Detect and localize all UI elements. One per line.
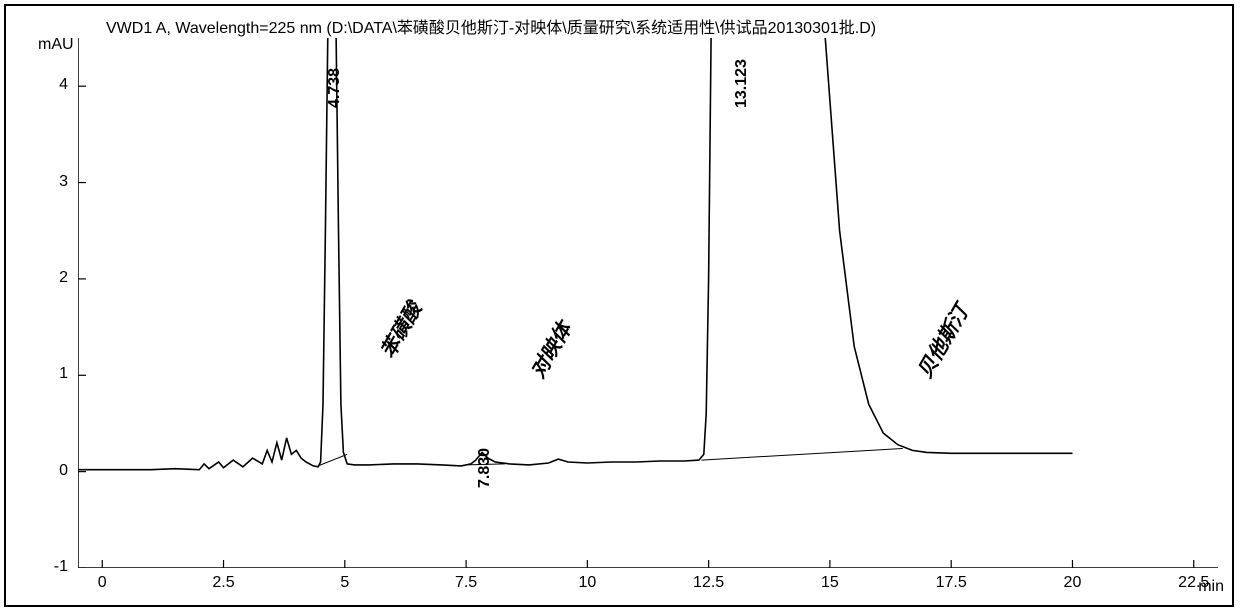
y-tick-label: 2: [18, 269, 68, 287]
y-axis-unit: mAU: [38, 36, 74, 54]
x-tick-label: 22.5: [1178, 574, 1209, 592]
x-tick-label: 10: [578, 574, 596, 592]
chromatogram-svg: [78, 38, 1218, 568]
x-tick-label: 12.5: [693, 574, 724, 592]
x-tick-label: 0: [98, 574, 107, 592]
x-tick-label: 20: [1064, 574, 1082, 592]
x-tick-label: 15: [821, 574, 839, 592]
x-tick-label: 5: [340, 574, 349, 592]
y-tick-label: 1: [18, 365, 68, 383]
y-tick-label: 3: [18, 173, 68, 191]
plot-area: mAU min 02.557.51012.51517.52022.5-10123…: [78, 38, 1218, 568]
chart-frame: VWD1 A, Wavelength=225 nm (D:\DATA\苯磺酸贝他…: [4, 4, 1234, 607]
chromatogram-trace: [78, 38, 1073, 470]
y-tick-label: 0: [18, 462, 68, 480]
y-tick-label: -1: [18, 558, 68, 576]
chart-title: VWD1 A, Wavelength=225 nm (D:\DATA\苯磺酸贝他…: [106, 14, 876, 38]
x-tick-label: 7.5: [455, 574, 477, 592]
y-tick-label: 4: [18, 76, 68, 94]
x-tick-label: 2.5: [212, 574, 234, 592]
x-tick-label: 17.5: [936, 574, 967, 592]
